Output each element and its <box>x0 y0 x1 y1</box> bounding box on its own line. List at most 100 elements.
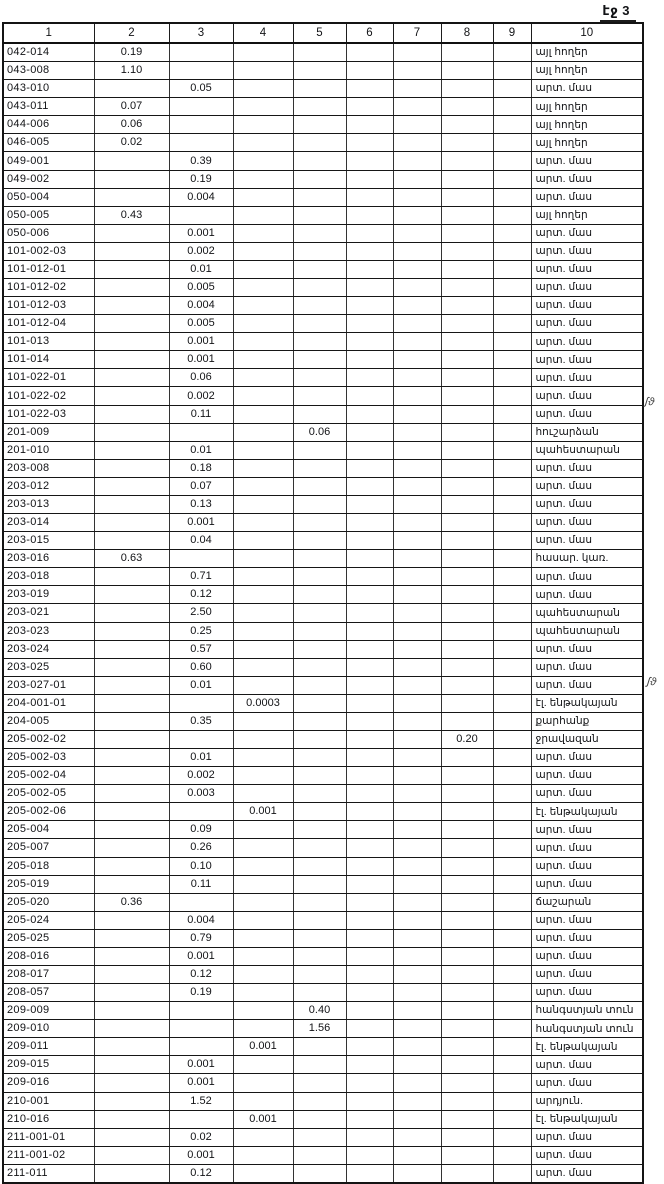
parcel-code-cell: 209-009 <box>2 1001 95 1021</box>
area-value-cell: 0.01 <box>168 259 234 280</box>
area-value-cell <box>168 115 234 135</box>
area-value-cell <box>392 458 442 478</box>
area-value-cell <box>168 205 234 225</box>
area-value-cell <box>232 1073 294 1093</box>
area-value-cell <box>232 368 294 388</box>
area-value-cell <box>392 874 442 894</box>
area-value-cell <box>345 856 394 876</box>
area-value-cell <box>93 657 170 677</box>
area-value-cell <box>292 983 347 1003</box>
area-value-cell <box>345 332 394 352</box>
area-value-cell <box>492 766 532 786</box>
area-value-cell <box>440 494 494 515</box>
land-type-cell: արտ. մաս <box>530 187 644 207</box>
area-value-cell <box>345 603 394 623</box>
area-value-cell <box>392 42 442 63</box>
area-value-cell <box>93 639 170 659</box>
parcel-code-cell: 205-002-02 <box>2 729 95 750</box>
land-type-cell: քարհանք <box>530 711 644 731</box>
area-value-cell <box>345 278 394 298</box>
parcel-code-cell: 208-016 <box>2 946 95 966</box>
area-value-cell: 0.11 <box>168 874 234 894</box>
parcel-code-cell: 203-015 <box>2 531 95 551</box>
area-value-cell <box>232 784 294 804</box>
area-value-cell <box>392 766 442 786</box>
area-value-cell <box>93 784 170 804</box>
parcel-code-cell: 050-004 <box>2 187 95 207</box>
area-value-cell: 0.06 <box>168 368 234 388</box>
area-value-cell <box>392 748 442 768</box>
area-value-cell <box>392 1037 442 1057</box>
area-value-cell: 1.10 <box>93 61 170 81</box>
area-value-cell: 0.71 <box>168 567 234 587</box>
area-value-cell <box>392 169 442 189</box>
table-row: 203-014 0.001 արտ. մաս <box>2 513 644 533</box>
area-value-cell <box>232 603 294 623</box>
area-value-cell <box>492 820 532 840</box>
parcel-code-cell: 203-021 <box>2 603 95 623</box>
area-value-cell <box>492 115 532 135</box>
table-row: 203-019 0.12 արտ. մաս <box>2 585 644 605</box>
area-value-cell <box>492 657 532 677</box>
parcel-code-cell: 204-001-01 <box>2 693 95 713</box>
area-value-cell <box>232 748 294 768</box>
parcel-code-cell: 101-013 <box>2 332 95 352</box>
parcel-code-cell: 205-020 <box>2 892 95 912</box>
parcel-code-cell: 203-019 <box>2 585 95 605</box>
area-value-cell <box>492 296 532 316</box>
area-value-cell <box>93 187 170 207</box>
area-value-cell <box>345 187 394 207</box>
header-row: 1 2 3 4 5 6 7 8 9 10 <box>2 22 644 44</box>
area-value-cell <box>345 964 394 985</box>
parcel-code-cell: 204-005 <box>2 711 95 731</box>
area-value-cell <box>345 711 394 731</box>
land-type-cell: արտ. մաս <box>530 856 644 876</box>
area-value-cell <box>292 711 347 731</box>
parcel-code-cell: 101-022-01 <box>2 368 95 388</box>
area-value-cell <box>345 766 394 786</box>
parcel-code-cell: 101-022-02 <box>2 386 95 406</box>
land-type-cell: արտ. մաս <box>530 748 644 768</box>
area-value-cell <box>392 549 442 569</box>
area-value-cell: 0.26 <box>168 838 234 858</box>
land-type-cell: արտ. մաս <box>530 964 644 985</box>
area-value-cell <box>440 169 494 189</box>
area-value-cell <box>345 838 394 858</box>
area-value-cell <box>292 368 347 388</box>
area-value-cell: 0.13 <box>168 494 234 515</box>
area-value-cell <box>345 729 394 750</box>
land-type-cell: արտ. մաս <box>530 1145 644 1165</box>
area-value-cell: 0.20 <box>440 729 494 750</box>
parcel-code-cell: 050-006 <box>2 223 95 243</box>
area-value-cell <box>440 874 494 894</box>
area-value-cell <box>440 784 494 804</box>
area-value-cell <box>93 874 170 894</box>
area-value-cell <box>292 151 347 171</box>
area-value-cell <box>93 748 170 768</box>
area-value-cell <box>492 1037 532 1057</box>
area-value-cell <box>392 350 442 370</box>
area-value-cell <box>232 729 294 750</box>
area-value-cell <box>232 386 294 406</box>
area-value-cell <box>93 928 170 948</box>
table-row: 203-015 0.04 արտ. մաս <box>2 531 644 551</box>
land-type-cell: արտ. մաս <box>530 874 644 894</box>
area-value-cell <box>232 187 294 207</box>
area-value-cell <box>492 1127 532 1147</box>
area-value-cell <box>492 350 532 370</box>
area-value-cell <box>292 513 347 533</box>
area-value-cell <box>93 259 170 280</box>
area-value-cell <box>492 187 532 207</box>
parcel-code-cell: 203-012 <box>2 476 95 496</box>
area-value-cell <box>93 151 170 171</box>
area-value-cell <box>440 187 494 207</box>
area-value-cell <box>345 928 394 948</box>
area-value-cell <box>440 549 494 569</box>
land-type-cell: արտ. մաս <box>530 928 644 948</box>
area-value-cell <box>292 187 347 207</box>
parcel-code-cell: 205-019 <box>2 874 95 894</box>
area-value-cell <box>392 151 442 171</box>
area-value-cell: 0.09 <box>168 820 234 840</box>
parcel-code-cell: 101-012-04 <box>2 314 95 334</box>
area-value-cell <box>392 946 442 966</box>
